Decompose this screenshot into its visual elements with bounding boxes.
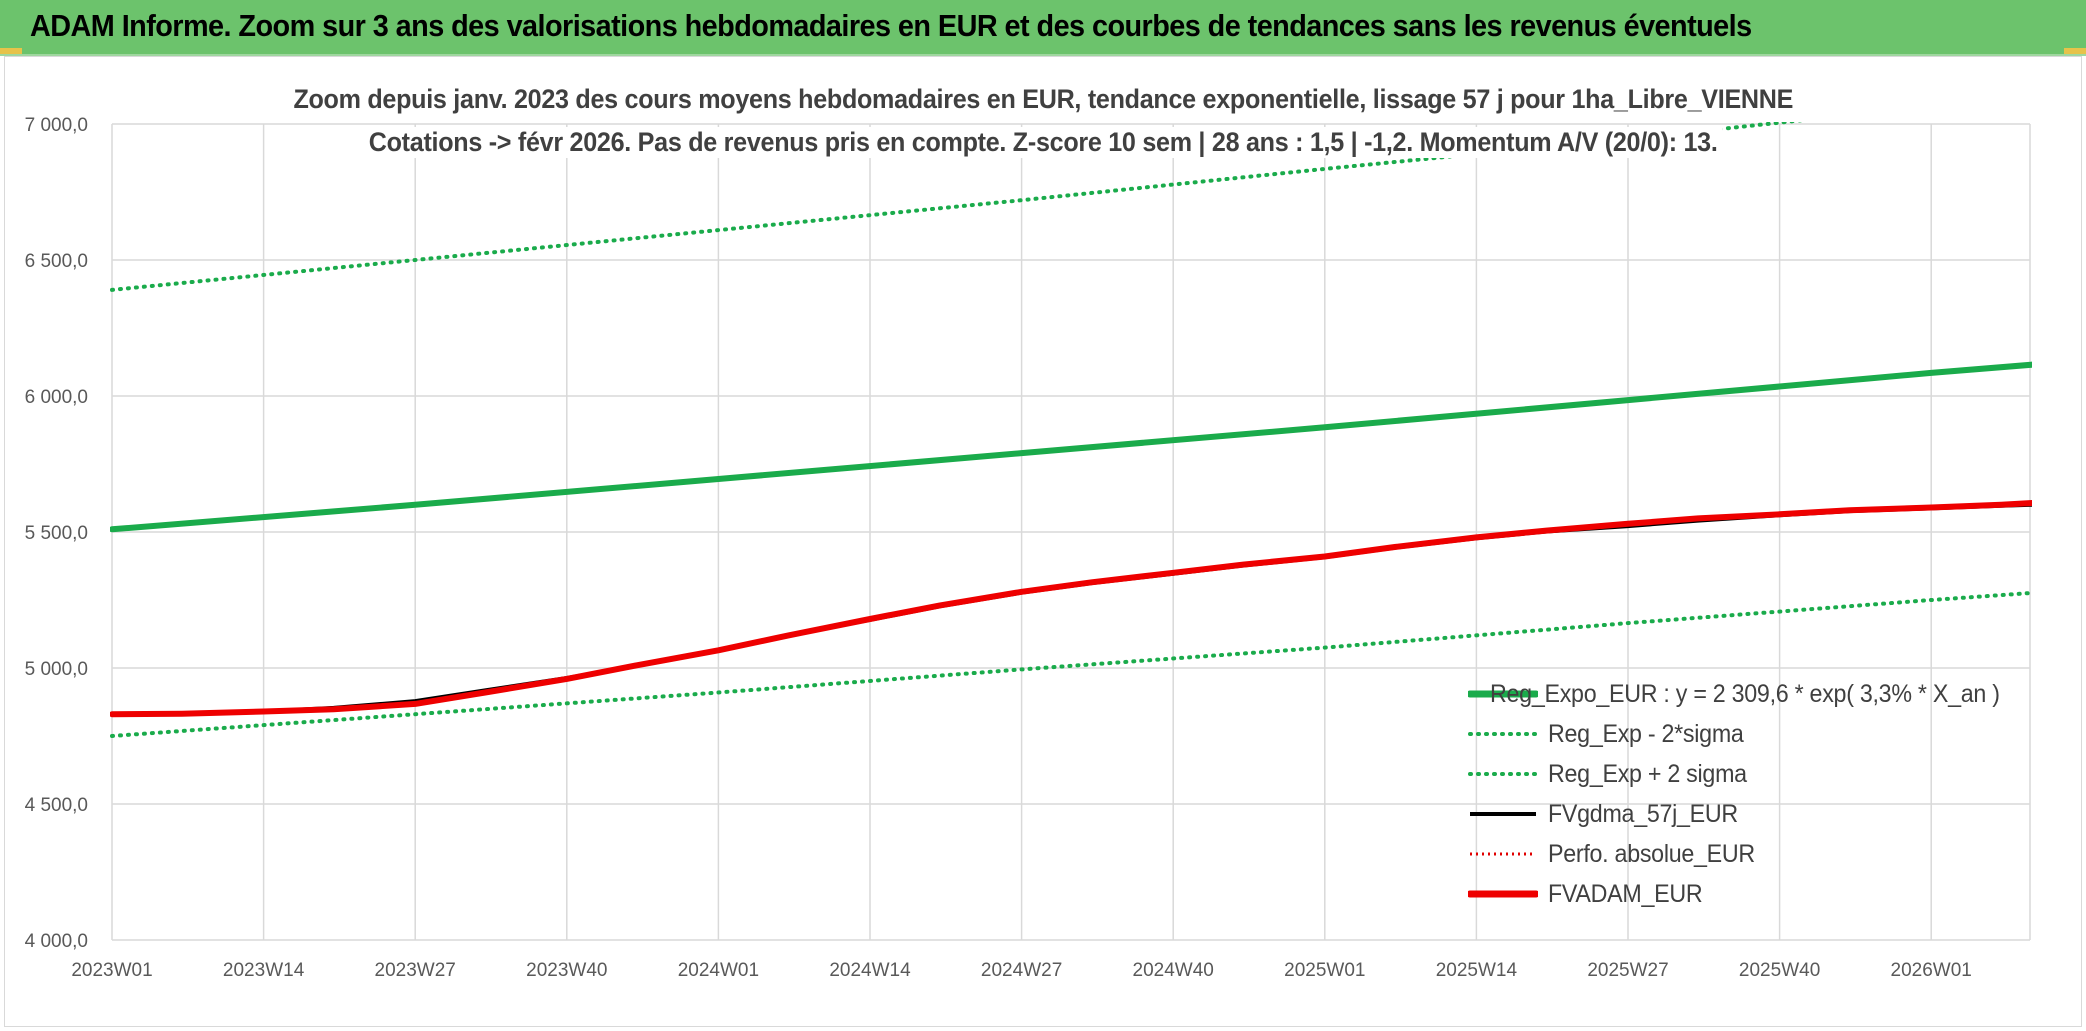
legend-swatch-perfo <box>1468 844 1538 864</box>
x-tick-label: 2025W27 <box>1587 960 1668 981</box>
x-tick-label: 2024W40 <box>1133 960 1214 981</box>
legend-label-reg-exp-minus: Reg_Exp - 2*sigma <box>1548 719 1744 748</box>
legend-swatch-reg-expo <box>1468 684 1538 704</box>
x-tick-label: 2024W01 <box>678 960 759 981</box>
legend-item-reg-expo: Reg_Expo_EUR : y = 2 309,6 * exp( 3,3% *… <box>1468 674 2038 714</box>
header-corner-left <box>0 48 22 54</box>
chart-title-line-1: Zoom depuis janv. 2023 des cours moyens … <box>0 84 2086 115</box>
y-tick-label: 5 500,0 <box>25 523 88 544</box>
legend-item-fvadam: FVADAM_EUR <box>1468 874 2038 914</box>
legend-swatch-fvgdma <box>1468 804 1538 824</box>
y-tick-label: 6 000,0 <box>25 387 88 408</box>
y-tick-label: 7 000,0 <box>25 115 88 136</box>
legend-label-perfo: Perfo. absolue_EUR <box>1548 839 1755 868</box>
y-tick-label: 4 000,0 <box>25 931 88 952</box>
legend-label-reg-expo: Reg_Expo_EUR : y = 2 309,6 * exp( 3,3% *… <box>1489 679 2000 708</box>
legend-swatch-fvadam <box>1468 884 1538 904</box>
x-tick-label: 2025W40 <box>1739 960 1820 981</box>
legend-label-reg-exp-plus: Reg_Exp + 2 sigma <box>1548 759 1747 788</box>
chart-legend: Reg_Expo_EUR : y = 2 309,6 * exp( 3,3% *… <box>1468 674 2038 914</box>
legend-item-reg-exp-minus: Reg_Exp - 2*sigma <box>1468 714 2038 754</box>
y-tick-label: 4 500,0 <box>25 795 88 816</box>
legend-item-perfo: Perfo. absolue_EUR <box>1468 834 2038 874</box>
header-corner-right <box>2064 48 2086 54</box>
series-reg-exp-minus-2sigma <box>110 590 2032 738</box>
series-reg-expo <box>110 361 2032 533</box>
x-tick-label: 2026W01 <box>1891 960 1972 981</box>
legend-swatch-reg-exp-minus <box>1468 724 1538 744</box>
axis-layer: 4 000,0 4 500,0 5 000,0 5 500,0 6 000,0 6 500… <box>25 115 1972 981</box>
legend-swatch-reg-exp-plus <box>1468 764 1538 784</box>
chart-title-line-2-text: Cotations -> févr 2026. Pas de revenus p… <box>363 127 1723 158</box>
legend-label-fvgdma: FVgdma_57j_EUR <box>1548 799 1738 828</box>
y-tick-label: 6 500,0 <box>25 251 88 272</box>
series-layer <box>110 122 2032 738</box>
legend-item-fvgdma: FVgdma_57j_EUR <box>1468 794 2038 834</box>
chart-frame <box>4 56 2082 1027</box>
chart-title-line-2: Cotations -> févr 2026. Pas de revenus p… <box>0 127 2086 158</box>
x-tick-label: 2023W27 <box>375 960 456 981</box>
x-tick-label: 2023W14 <box>223 960 305 981</box>
legend-item-reg-exp-plus: Reg_Exp + 2 sigma <box>1468 754 2038 794</box>
legend-label-fvadam: FVADAM_EUR <box>1548 879 1703 908</box>
x-tick-label: 2023W40 <box>526 960 607 981</box>
x-tick-label: 2024W27 <box>981 960 1062 981</box>
page-title: ADAM Informe. Zoom sur 3 ans des valoris… <box>30 8 1752 43</box>
header-bar: ADAM Informe. Zoom sur 3 ans des valoris… <box>0 0 2086 56</box>
x-tick-label: 2025W01 <box>1284 960 1365 981</box>
series-reg-exp-plus-2sigma <box>110 122 1805 292</box>
y-tick-label: 5 000,0 <box>25 659 88 680</box>
x-tick-label: 2025W14 <box>1436 960 1518 981</box>
x-tick-label: 2023W01 <box>71 960 152 981</box>
x-tick-label: 2024W14 <box>829 960 911 981</box>
series-fvadam <box>110 500 2032 718</box>
chart-title-line-1-text: Zoom depuis janv. 2023 des cours moyens … <box>287 84 1799 115</box>
